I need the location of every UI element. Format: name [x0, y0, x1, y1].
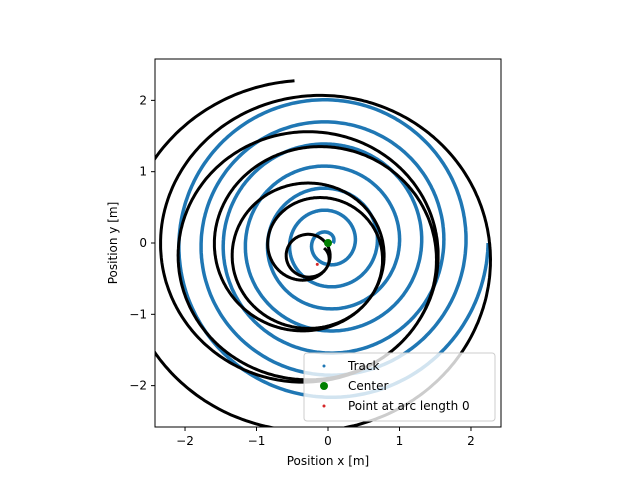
y-tick-label: 0 [139, 236, 147, 250]
legend: Track Center Point at arc length 0 [303, 352, 496, 422]
arc-length-zero-point [315, 262, 319, 266]
center-point [324, 239, 332, 247]
legend-marker [322, 404, 326, 408]
legend-marker [322, 364, 326, 368]
legend-marker [320, 382, 328, 390]
y-axis: −2 −1 0 1 2 [129, 93, 155, 393]
legend-box [303, 352, 496, 422]
x-axis: −2 −1 0 1 2 [176, 427, 475, 448]
y-tick-label: 2 [139, 93, 147, 107]
y-tick-label: 1 [139, 165, 147, 179]
y-tick-label: −2 [129, 379, 147, 393]
x-tick-label: 2 [467, 434, 475, 448]
legend-label: Center [348, 379, 388, 393]
x-tick-label: −2 [176, 434, 194, 448]
y-axis-label: Position y [m] [106, 202, 120, 285]
legend-label: Track [347, 359, 379, 373]
x-axis-label: Position x [m] [287, 454, 370, 468]
x-tick-label: 0 [324, 434, 332, 448]
y-tick-label: −1 [129, 307, 147, 321]
boundary-series-line [155, 79, 493, 427]
x-tick-label: −1 [248, 434, 266, 448]
x-tick-label: 1 [396, 434, 404, 448]
legend-label: Point at arc length 0 [348, 399, 470, 413]
